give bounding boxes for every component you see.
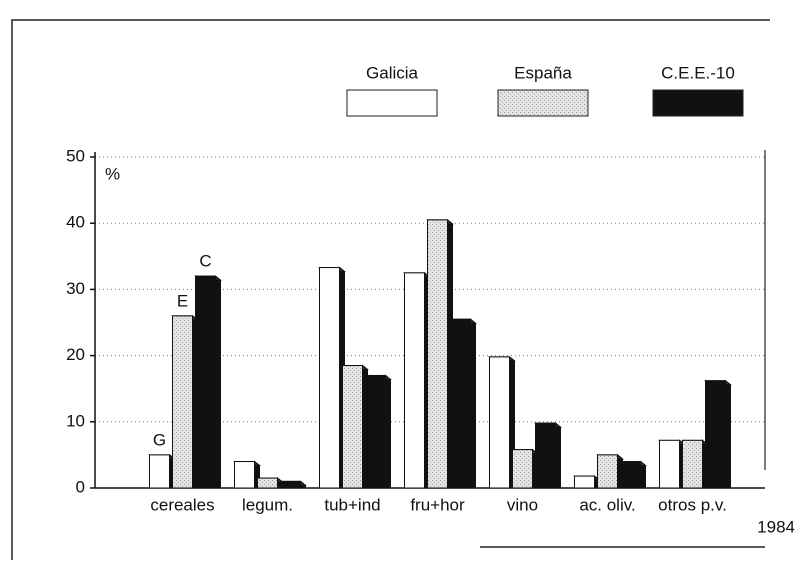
bar-face [574,475,595,489]
bar-face [555,422,561,489]
bar-face [172,315,193,489]
bar-face [682,439,703,489]
bar-face [659,439,680,489]
y-tick-label: 50 [66,146,85,165]
bar-face [597,454,618,489]
legend-swatch [497,89,589,117]
bar [279,480,307,489]
note: 1984 [757,517,795,536]
bar-face [427,219,448,489]
legend-label: España [514,63,572,82]
x-tick-label: cereales [150,495,214,514]
bar [488,355,516,489]
bar [704,379,732,489]
y-tick-label: 0 [76,477,85,496]
bar-face [365,374,386,489]
bar-face [404,272,425,489]
bar-face [470,318,476,489]
bar [681,439,709,489]
x-tick-label: otros p.v. [658,495,727,514]
bar-face [535,422,556,489]
bar-face [489,356,510,489]
bar [596,453,624,489]
y-tick-label: 10 [66,411,85,430]
bar-face [705,380,726,489]
legend-swatch [346,89,438,117]
bar [449,318,477,489]
x-tick-label: tub+ind [324,495,380,514]
legend-label: C.E.E.-10 [661,63,735,82]
legend-label: Galicia [366,63,419,82]
bar-face [512,449,533,489]
bar [658,439,686,489]
y-tick-label: 40 [66,213,85,232]
bar [171,314,199,489]
bar [194,275,222,489]
frame [11,19,770,560]
bar-face [234,461,255,489]
legend-swatch [652,89,744,117]
bar [619,460,647,489]
bar-face [319,267,340,489]
bar [534,422,562,489]
bar [364,374,392,489]
x-tick-label: fru+hor [410,495,465,514]
bar-face [342,365,363,489]
annotation: E [177,291,188,310]
bar [511,448,539,489]
bar [426,218,454,489]
bar-face [149,454,170,489]
bar-face [385,374,391,489]
bar-face [725,379,731,489]
bar [341,364,369,489]
bar-face [195,275,216,489]
bar [573,475,601,489]
y-tick-label: 30 [66,279,85,298]
bar-face [280,480,301,489]
bar-face [450,318,471,489]
x-tick-label: ac. oliv. [579,495,635,514]
annotation: C [199,252,211,271]
bar [256,477,284,489]
bar [403,271,431,489]
bar [148,453,176,489]
y-axis-label: % [105,164,120,183]
bar-face [620,461,641,489]
bar-face [257,477,278,489]
x-tick-label: legum. [242,495,293,514]
annotation: G [153,430,166,449]
x-tick-label: vino [507,495,538,514]
bar-face [215,275,221,489]
bar [233,460,261,489]
bar [318,266,346,489]
y-tick-label: 20 [66,345,85,364]
